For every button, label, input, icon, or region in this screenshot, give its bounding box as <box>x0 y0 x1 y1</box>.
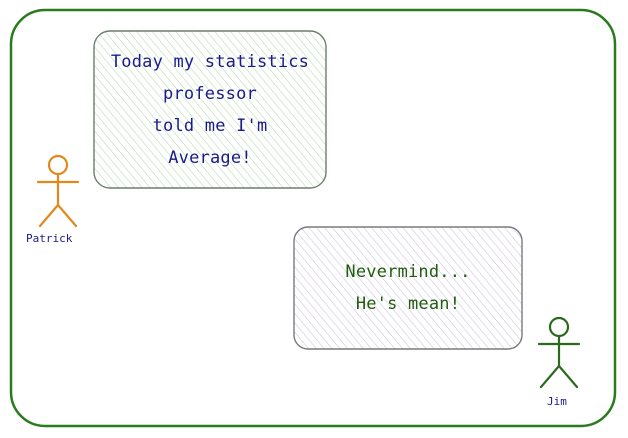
outer-frame <box>9 8 617 428</box>
speech-bubble-jim-text: Nevermind... He's mean! <box>294 256 522 320</box>
bubble-line: Today my statistics <box>110 52 310 72</box>
speech-bubble-patrick-text: Today my statistics professor told me I'… <box>94 46 326 174</box>
patrick-name-label: Patrick <box>26 232 73 245</box>
stick-figure-icon <box>537 316 581 389</box>
bubble-line: Average! <box>168 148 252 168</box>
bubble-line: professor <box>163 84 257 104</box>
bubble-line: told me I'm <box>152 116 268 136</box>
bubble-line: Nevermind... <box>345 262 471 282</box>
speech-bubble-jim <box>293 226 523 350</box>
jim-name-label: Jim <box>547 395 567 408</box>
bubble-line: He's mean! <box>355 294 461 314</box>
speech-bubble-patrick <box>93 30 327 189</box>
stick-figure-icon <box>36 154 80 228</box>
